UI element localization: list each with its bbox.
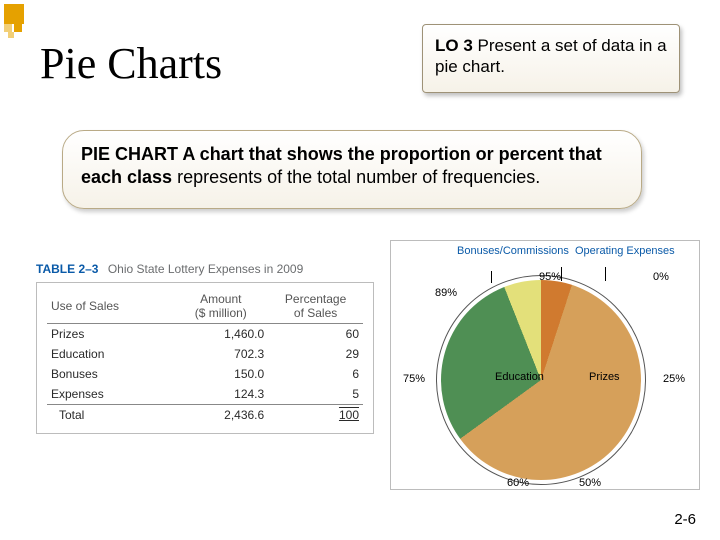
leader-bonuses (491, 271, 492, 283)
table-caption: TABLE 2–3 Ohio State Lottery Expenses in… (36, 262, 374, 276)
table-total-row: Total 2,436.6 100 (47, 405, 363, 426)
th-amount: Amount ($ million) (173, 289, 268, 324)
th-use: Use of Sales (47, 289, 173, 324)
learning-objective-box: LO 3 Present a set of data in a pie char… (422, 24, 680, 93)
pie-label-bonuses: Bonuses/Commissions (457, 245, 537, 257)
table-border: Use of Sales Amount ($ million) Percenta… (36, 282, 374, 434)
table-row: Education 702.3 29 (47, 344, 363, 364)
page-number: 2-6 (674, 511, 696, 528)
th-pct: Percentage of Sales (268, 289, 363, 324)
pie-tick-0: 0% (653, 271, 669, 283)
table-row: Bonuses 150.0 6 (47, 364, 363, 384)
leader-95 (561, 267, 562, 281)
pie-tick-95: 95% (539, 271, 561, 283)
table-header-row: Use of Sales Amount ($ million) Percenta… (47, 289, 363, 324)
definition-box: PIE CHART A chart that shows the proport… (62, 130, 642, 209)
pie-right-label: Prizes (589, 371, 620, 383)
pie-tick-25: 25% (663, 373, 685, 385)
table-caption-text: Ohio State Lottery Expenses in 2009 (108, 262, 303, 276)
definition-rest: represents of the total number of freque… (177, 167, 540, 187)
table-row: Prizes 1,460.0 60 (47, 324, 363, 345)
table-caption-label: TABLE 2–3 (36, 262, 98, 276)
pie-tick-60: 60% (507, 477, 529, 489)
table-figure: TABLE 2–3 Ohio State Lottery Expenses in… (36, 262, 374, 434)
page-title: Pie Charts (40, 38, 222, 89)
pie-figure: Operating Expenses Bonuses/Commissions 0… (390, 240, 700, 490)
pie-tick-75: 75% (403, 373, 425, 385)
pie-tick-89: 89% (435, 287, 457, 299)
lo-label: LO 3 (435, 36, 473, 55)
pie-center-label: Education (495, 371, 544, 383)
pie-tick-50: 50% (579, 477, 601, 489)
table-row: Expenses 124.3 5 (47, 384, 363, 405)
data-table: Use of Sales Amount ($ million) Percenta… (47, 289, 363, 425)
leader-expenses (605, 267, 606, 281)
pie-label-expenses: Operating Expenses (575, 245, 675, 257)
definition-term: PIE CHART (81, 144, 178, 164)
